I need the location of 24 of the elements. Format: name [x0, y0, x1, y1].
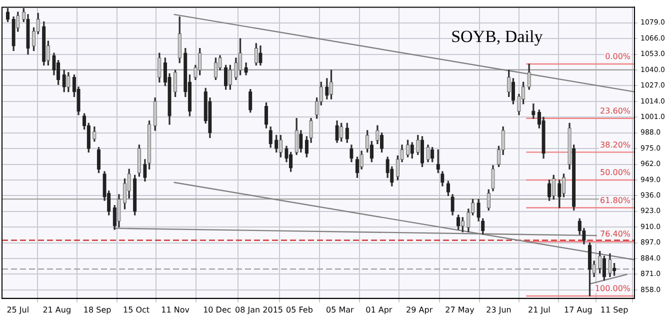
series-label: 76.40%: [600, 230, 631, 239]
x-tick-label: 21 Jul: [528, 305, 550, 314]
series-label: 38.20%: [600, 140, 631, 150]
x-tick-label: 05 Feb: [286, 305, 313, 314]
x-tick-label: 10 Dec: [203, 305, 232, 314]
text: SOYB, Daily: [451, 27, 544, 46]
x-tick-label: 01 Apr: [366, 305, 393, 314]
x-tick-label: 21 Aug: [42, 305, 72, 314]
x-tick-label: 23 Jun: [486, 305, 512, 314]
series-label: 50.00%: [600, 168, 631, 178]
x-tick-label: 27 May: [445, 305, 475, 314]
series-label: 100.00%: [594, 284, 631, 294]
x-tick-label: 11 Nov: [161, 305, 190, 314]
x-tick-label: 17 Aug: [564, 305, 592, 314]
x-tick-label: 15 Oct: [123, 305, 150, 314]
x-tick-label: 11 Sep: [600, 305, 628, 314]
x-tick-label: 05 Mar: [326, 305, 355, 314]
x-tick-label: 25 Jul: [6, 305, 30, 314]
x-tick-label: 08 Jan 2015: [235, 305, 284, 314]
x-tick-label: 29 Apr: [406, 305, 434, 314]
series-label: 23.60%: [600, 106, 631, 116]
x-tick-label: 18 Sep: [83, 305, 112, 314]
series-label: 0.00%: [605, 52, 631, 62]
series-label: 61.80%: [600, 196, 631, 205]
